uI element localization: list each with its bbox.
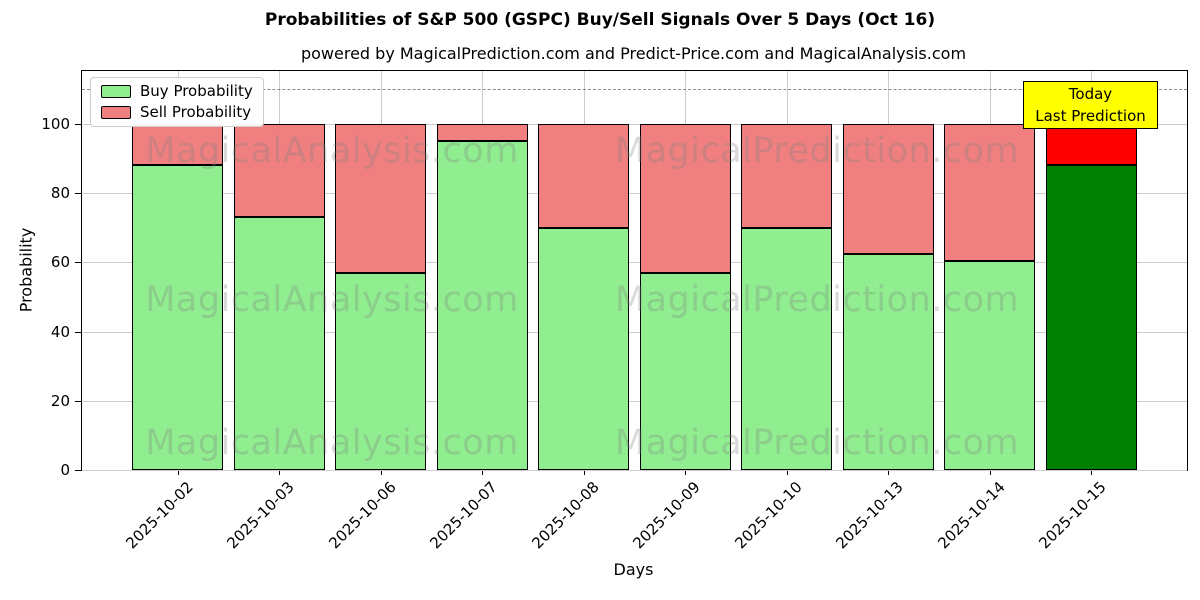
- x-tick-label: 2025-10-10: [731, 478, 806, 553]
- chart-title: Probabilities of S&P 500 (GSPC) Buy/Sell…: [264, 10, 936, 30]
- x-tick-label: 2025-10-02: [122, 478, 197, 553]
- y-tick: [75, 123, 82, 125]
- x-tick-label: 2025-10-09: [629, 478, 704, 553]
- dashed-threshold-line: [82, 89, 1187, 91]
- buy-bar-segment: [842, 253, 934, 470]
- chart-subtitle: powered by MagicalPrediction.com and Pre…: [300, 44, 967, 63]
- watermark-text: MagicalPrediction.com: [614, 280, 1020, 320]
- y-tick-label: 0: [60, 461, 70, 479]
- legend: Buy Probability Sell Probability: [90, 77, 264, 127]
- sell-probability-swatch: [101, 106, 131, 119]
- buy-bar-segment: [1045, 165, 1137, 470]
- today-annotation: Today Last Prediction: [1023, 81, 1158, 129]
- y-gridline: [82, 400, 1187, 402]
- legend-item-buy: Buy Probability: [101, 83, 253, 100]
- buy-probability-swatch: [101, 85, 131, 98]
- x-tick-label: 2025-10-08: [528, 478, 603, 553]
- sell-bar-segment: [741, 123, 833, 228]
- sell-bar-segment: [639, 123, 731, 273]
- x-tick-label: 2025-10-15: [1035, 478, 1110, 553]
- watermark-text: MagicalAnalysis.com: [145, 131, 519, 171]
- buy-bar-segment: [639, 272, 731, 470]
- x-tick: [1091, 470, 1093, 475]
- x-tick: [380, 470, 382, 475]
- buy-bar-segment: [233, 217, 325, 470]
- x-tick: [279, 470, 281, 475]
- sell-bar-segment: [538, 123, 630, 228]
- annotation-line-2: Last Prediction: [1035, 107, 1146, 125]
- plot-area: Buy Probability Sell Probability Today L…: [41, 70, 1188, 552]
- buy-bar-segment: [538, 227, 630, 470]
- sell-bar-segment: [1045, 123, 1137, 166]
- legend-sell-label: Sell Probability: [140, 103, 252, 121]
- sell-bar-segment: [944, 123, 1036, 261]
- x-tick: [482, 470, 484, 475]
- y-gridline: [82, 123, 1187, 125]
- sell-bar-segment: [842, 123, 934, 254]
- legend-item-sell: Sell Probability: [101, 104, 253, 121]
- x-tick-label: 2025-10-03: [223, 478, 298, 553]
- y-tick: [75, 331, 82, 333]
- y-tick: [75, 400, 82, 402]
- buy-bar-segment: [741, 227, 833, 470]
- x-axis-label: Days: [613, 560, 654, 579]
- sell-bar-segment: [436, 123, 528, 142]
- x-tick-label: 2025-10-14: [934, 478, 1009, 553]
- sell-bar-segment: [233, 123, 325, 218]
- y-tick: [75, 470, 82, 471]
- y-tick-label: 20: [50, 391, 70, 410]
- y-gridline: [82, 262, 1187, 264]
- buy-bar-segment: [132, 165, 224, 470]
- x-tick: [685, 470, 687, 475]
- y-gridline: [82, 331, 1187, 333]
- x-tick-label: 2025-10-13: [832, 478, 907, 553]
- watermark-text: MagicalPrediction.com: [614, 423, 1020, 463]
- annotation-line-1: Today: [1068, 85, 1113, 103]
- y-tick: [75, 193, 82, 195]
- y-tick-label: 40: [50, 322, 70, 341]
- y-gridline: [82, 470, 1187, 471]
- x-tick-label: 2025-10-07: [426, 478, 501, 553]
- y-tick: [75, 262, 82, 264]
- buy-bar-segment: [944, 260, 1036, 470]
- y-gridline: [82, 193, 1187, 195]
- x-tick: [583, 470, 585, 475]
- x-tick: [989, 470, 991, 475]
- y-tick-label: 80: [50, 184, 70, 203]
- watermark-text: MagicalPrediction.com: [614, 131, 1020, 171]
- legend-buy-label: Buy Probability: [140, 82, 253, 100]
- y-tick-label: 60: [50, 253, 70, 272]
- x-tick: [786, 470, 788, 475]
- watermark-text: MagicalAnalysis.com: [145, 280, 519, 320]
- x-tick-label: 2025-10-06: [325, 478, 400, 553]
- y-tick-label: 100: [41, 114, 70, 133]
- x-tick: [888, 470, 890, 475]
- sell-bar-segment: [335, 123, 427, 273]
- x-tick: [177, 470, 179, 475]
- buy-bar-segment: [436, 141, 528, 470]
- buy-bar-segment: [335, 272, 427, 470]
- watermark-text: MagicalAnalysis.com: [145, 423, 519, 463]
